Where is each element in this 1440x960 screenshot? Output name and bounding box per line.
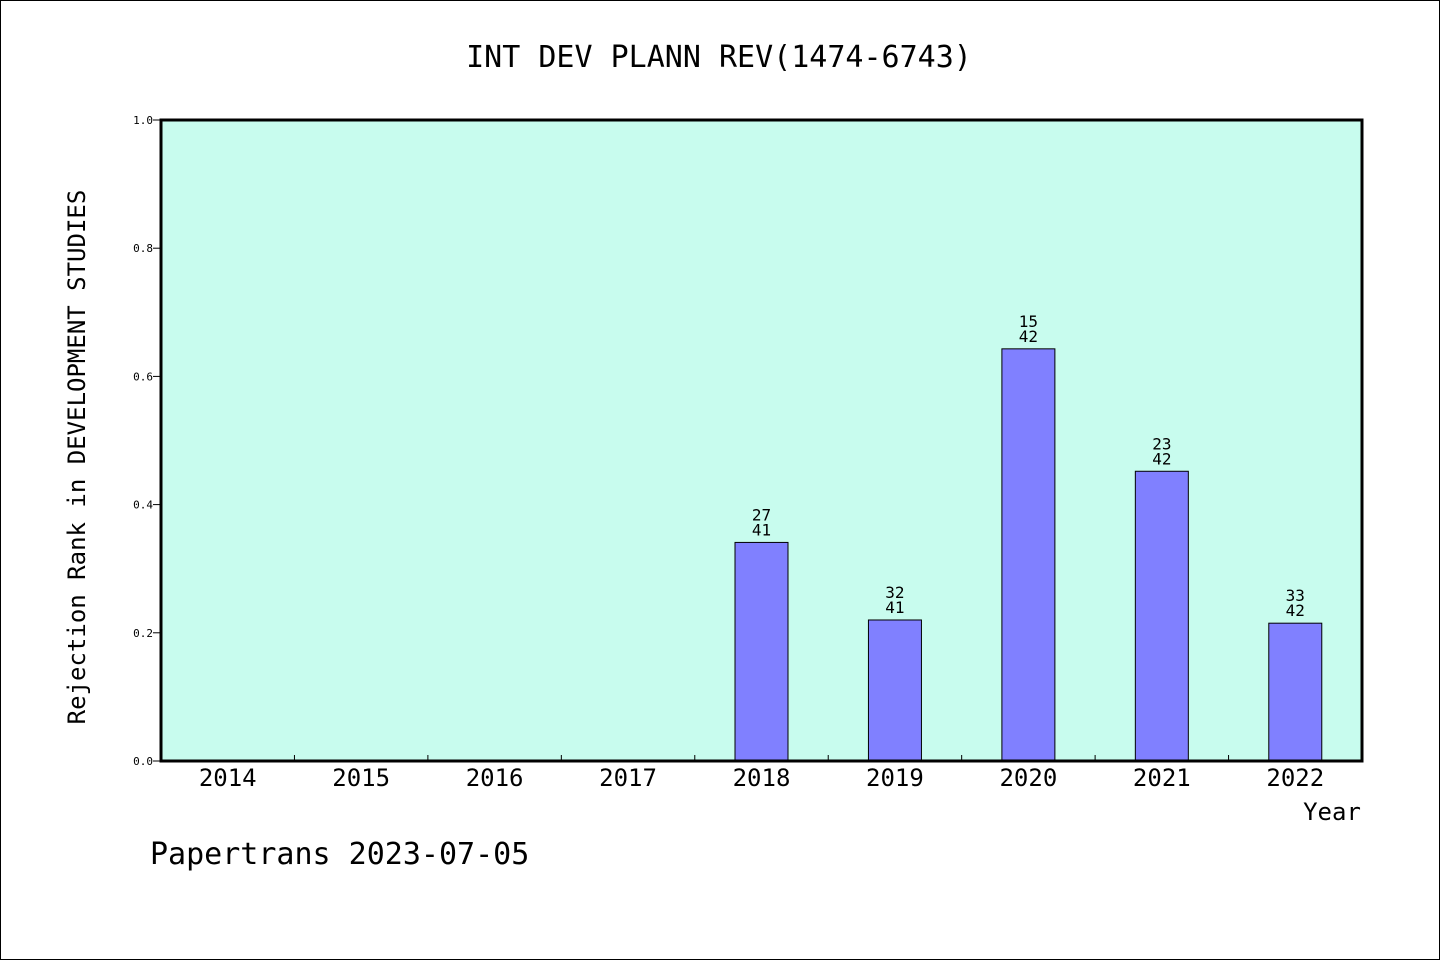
bar-label-total: 41 [885, 598, 904, 617]
bar-label-rank: 33 [1286, 586, 1305, 605]
x-axis-label: Year [1303, 798, 1361, 826]
bar-2022 [1268, 622, 1323, 762]
x-tick-label: 2017 [599, 764, 657, 792]
y-tick-label: 1.0 [133, 114, 153, 127]
y-axis-label: Rejection Rank in DEVELOPMENT STUDIES [63, 190, 91, 725]
x-tick-label: 2016 [466, 764, 524, 792]
bar-label-total: 42 [1286, 601, 1305, 620]
chart-title: INT DEV PLANN REV(1474-6743) [466, 40, 972, 75]
plot-border [159, 118, 1364, 763]
x-tick-label: 2014 [199, 764, 257, 792]
y-tick-label: 0.6 [133, 370, 153, 383]
bar-2020 [1001, 348, 1056, 762]
x-tick-label: 2022 [1266, 764, 1324, 792]
x-tick-label: 2021 [1133, 764, 1191, 792]
x-tick-label: 2019 [866, 764, 924, 792]
bar-label-total: 41 [752, 520, 771, 539]
x-tick-label: 2020 [999, 764, 1057, 792]
y-tick-label: 0.2 [133, 627, 153, 640]
bar-2018 [734, 541, 789, 762]
x-tick-label: 2015 [332, 764, 390, 792]
footer-text: Papertrans 2023-07-05 [150, 837, 529, 872]
bar-label-rank: 15 [1019, 312, 1038, 331]
bar-label-rank: 32 [885, 583, 904, 602]
y-tick-label: 0.8 [133, 242, 153, 255]
bar-label-rank: 23 [1152, 434, 1171, 453]
y-tick-label: 0.4 [133, 499, 153, 512]
bar-2021 [1134, 470, 1189, 762]
bar-label-rank: 27 [752, 505, 771, 524]
bar-label-total: 42 [1152, 449, 1171, 468]
bar-label-total: 42 [1019, 327, 1038, 346]
x-tick-label: 2018 [733, 764, 791, 792]
bar-2019 [867, 619, 922, 762]
y-tick-label: 0.0 [133, 755, 153, 768]
